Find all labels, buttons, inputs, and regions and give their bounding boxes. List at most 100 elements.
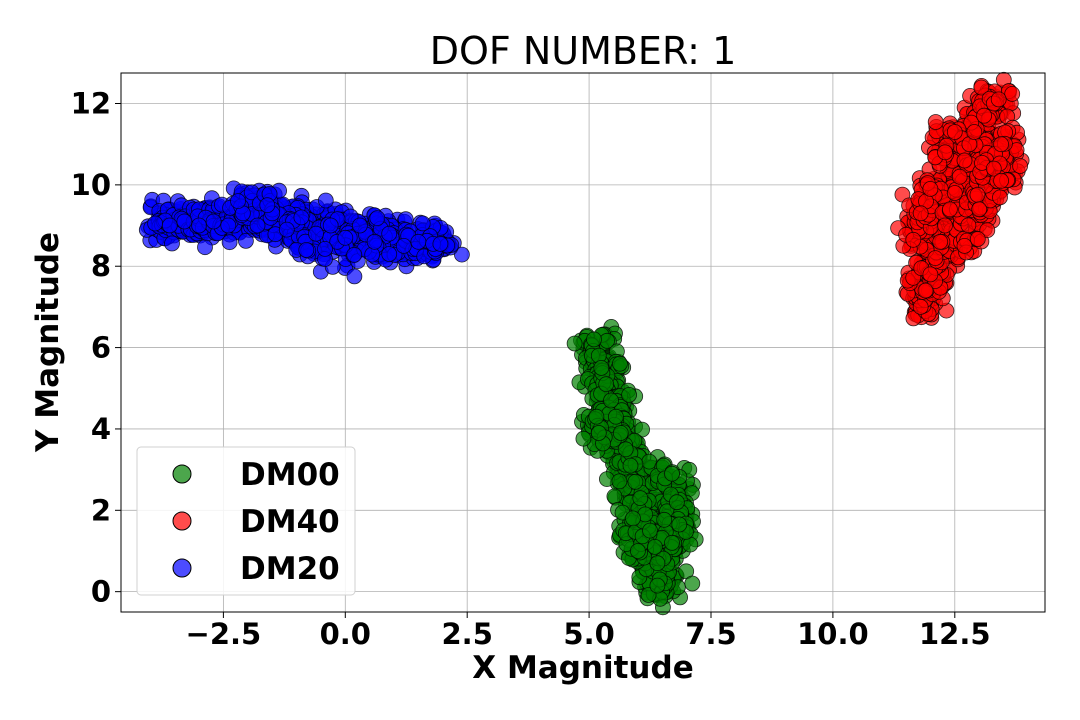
y-axis-label: Y Magnitude [30,232,66,453]
scatter-point [346,246,363,263]
y-tick-label: 2 [91,493,111,527]
scatter-point [308,225,324,242]
scatter-point [912,205,929,222]
plot-frame [120,72,1046,613]
scatter-point [191,217,207,234]
scatter-point [161,217,178,234]
scatter-point [951,168,968,185]
legend: DM00 DM40 DM20 [136,446,356,596]
x-tick-label: 12.5 [919,617,991,651]
scatter-point [317,192,334,209]
scatter-point [912,298,929,315]
scatter-point [642,522,658,539]
scatter-point [612,355,628,372]
data-points [138,71,1030,616]
y-tick-label: 12 [71,87,111,121]
scatter-point [346,268,363,285]
y-tick-label: 10 [71,168,111,202]
scatter-point [993,136,1009,153]
scatter-point [1012,158,1028,174]
y-tick-label: 8 [91,249,111,283]
scatter-point [971,201,988,218]
scatter-point [1004,86,1021,102]
legend-label: DM00 [240,457,340,493]
scatter-point [917,282,934,299]
scatter-point [985,160,1002,177]
scatter-point [381,225,398,242]
scatter-point [969,231,986,247]
legend-marker [172,464,192,484]
scatter-point [905,310,922,327]
y-tick-label: 0 [91,575,111,609]
scatter-point [969,186,986,203]
scatter-point [278,221,295,238]
scatter-point [221,234,238,251]
scatter-point [220,217,237,234]
chart-title: DOF NUMBER: 1 [430,29,737,73]
scatter-point [927,114,944,130]
scatter-point [937,217,953,234]
x-tick-label: 0.0 [320,617,371,651]
scatter-point [632,490,649,507]
scatter-point [664,534,680,551]
scatter-point [337,229,354,246]
scatter-point [946,124,963,140]
scatter-point [351,217,368,234]
scatter-point [586,331,602,348]
legend-marker [172,558,192,578]
series-dm20 [138,180,470,285]
grid-lines [121,73,1045,612]
scatter-point [611,473,628,490]
scatter-point [608,408,624,425]
scatter-point [298,242,315,258]
scatter-point [176,213,193,230]
scatter-point [249,217,266,234]
x-tick-label: −2.5 [186,617,262,651]
scatter-point [164,235,180,252]
scatter-point [575,430,592,447]
scatter-point [598,376,615,393]
scatter-point [588,408,605,425]
series-dm40 [890,71,1030,327]
scatter-point [922,266,939,283]
scatter-point [364,246,381,263]
scatter-point [630,543,646,559]
scatter-point [599,332,615,349]
x-tick-label: 5.0 [563,617,614,651]
scatter-point [617,441,634,458]
series-dm00 [566,318,704,616]
scatter-point [627,473,644,490]
scatter-point [956,152,973,169]
scatter-point [669,494,685,511]
scatter-point [647,539,663,555]
scatter-point [603,392,619,409]
scatter-point [593,359,610,376]
scatter-point [649,555,666,572]
scatter-point [293,209,310,226]
scatter-point [942,201,958,218]
x-axis-ticks: −2.5 0.0 2.5 5.0 7.5 10.0 12.5 [186,612,991,651]
scatter-point [317,240,333,257]
scatter-point [656,511,673,528]
scatter-point [432,235,449,252]
scatter-point [322,217,339,234]
scatter-point [414,215,431,232]
y-axis-ticks: 0 2 4 6 8 10 12 [71,87,121,609]
x-axis-label: X Magnitude [472,650,693,686]
scatter-point [684,575,701,592]
y-tick-label: 6 [91,331,111,365]
scatter-point [937,144,953,161]
scatter-point [259,197,276,214]
scatter-point [205,213,222,230]
x-tick-label: 10.0 [797,617,869,651]
scatter-point [612,425,629,441]
scatter-point [410,233,427,250]
scatter-point [230,193,246,210]
x-tick-label: 2.5 [442,617,493,651]
legend-marker [172,511,192,531]
scatter-point [973,79,990,96]
scatter-point [369,210,386,227]
y-tick-label: 4 [91,412,111,446]
scatter-point [922,180,939,197]
